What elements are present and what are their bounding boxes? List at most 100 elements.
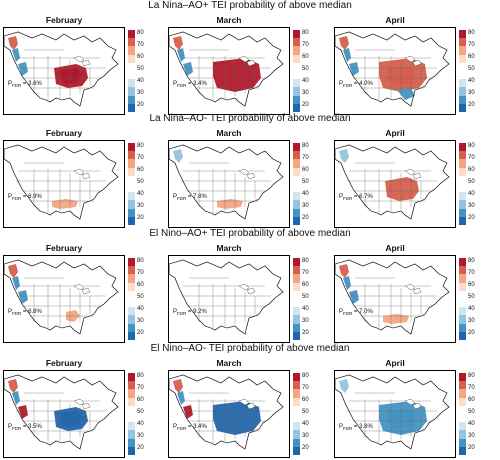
map: PFDR = 6.8% xyxy=(3,255,125,343)
pfdr-label: PFDR = 4.0% xyxy=(339,81,373,89)
colorbar-tick: 80 xyxy=(137,30,144,36)
colorbar-segment xyxy=(293,143,300,152)
map-panel-march: March PFDR = 3.4% 80 70 60 50 40 30 20 xyxy=(168,358,316,458)
colorbar-segment xyxy=(128,298,135,308)
colorbar-tick: 50 xyxy=(137,66,144,72)
map-panel-april: April PFDR = 4.0% 80 70 60 50 40 30 20 xyxy=(334,15,482,115)
pfdr-label: PFDR = 3.4% xyxy=(173,424,207,432)
anomaly-region xyxy=(383,314,409,324)
colorbar-segment xyxy=(293,30,300,39)
anomaly-region xyxy=(397,88,415,100)
colorbar-segment xyxy=(459,282,466,291)
colorbar-ticks: 80 70 60 50 40 30 20 xyxy=(137,370,151,458)
colorbar-segment xyxy=(128,87,135,96)
row-title: El Nino–AO+ TEI probability of above med… xyxy=(149,228,351,239)
colorbar-tick: 60 xyxy=(302,282,309,288)
colorbar-tick: 30 xyxy=(302,318,309,324)
anomaly-region xyxy=(349,290,359,304)
map: PFDR = 4.0% xyxy=(334,27,456,115)
map-panel-april: April PFDR = 6.7% 80 70 60 50 40 30 20 xyxy=(334,128,482,228)
anomaly-region xyxy=(8,36,18,50)
colorbar xyxy=(128,258,135,340)
colorbar-tick: 60 xyxy=(468,167,475,173)
colorbar-tick: 30 xyxy=(468,433,475,439)
colorbar-segment xyxy=(128,62,135,71)
colorbar xyxy=(459,373,466,455)
colorbar-tick: 80 xyxy=(137,258,144,264)
colorbar-segment xyxy=(459,183,466,193)
colorbar-segment xyxy=(459,413,466,423)
colorbar-ticks: 80 70 60 50 40 30 20 xyxy=(468,140,482,228)
panel-title: February xyxy=(45,128,83,138)
colorbar-segment xyxy=(459,70,466,80)
colorbar-tick: 70 xyxy=(468,270,475,276)
colorbar-ticks: 80 70 60 50 40 30 20 xyxy=(137,255,151,343)
colorbar-tick: 80 xyxy=(302,258,309,264)
pfdr-label: PFDR = 3.8% xyxy=(339,424,373,432)
colorbar-segment xyxy=(293,38,300,47)
colorbar-tick: 40 xyxy=(302,306,309,312)
colorbar-segment xyxy=(128,438,135,447)
panel-title: March xyxy=(216,15,242,25)
colorbar-segment xyxy=(128,258,135,267)
colorbar-segment xyxy=(459,167,466,176)
colorbar-ticks: 80 70 60 50 40 30 20 xyxy=(302,255,316,343)
colorbar-segment xyxy=(293,192,300,201)
colorbar-tick: 80 xyxy=(302,373,309,379)
panel-title: April xyxy=(385,15,405,25)
map: PFDR = 9.2% xyxy=(168,255,290,343)
colorbar-tick: 50 xyxy=(468,409,475,415)
colorbar-segment xyxy=(128,446,135,455)
anomaly-region xyxy=(8,379,18,393)
colorbar-segment xyxy=(293,381,300,390)
colorbar-segment xyxy=(128,143,135,152)
anomaly-region xyxy=(12,48,20,62)
colorbar-segment xyxy=(293,167,300,176)
colorbar-segment xyxy=(459,405,466,414)
colorbar-segment xyxy=(293,397,300,406)
anomaly-region xyxy=(349,62,359,76)
pfdr-label: PFDR = 7.8% xyxy=(173,194,207,202)
colorbar-tick: 40 xyxy=(302,421,309,427)
pfdr-label: PFDR = 6.7% xyxy=(339,194,373,202)
colorbar-tick: 30 xyxy=(302,433,309,439)
colorbar-tick: 40 xyxy=(137,191,144,197)
colorbar-segment xyxy=(128,315,135,324)
colorbar-segment xyxy=(459,159,466,168)
colorbar-segment xyxy=(293,216,300,225)
colorbar-tick: 20 xyxy=(468,215,475,221)
colorbar-segment xyxy=(293,389,300,398)
colorbar-tick: 60 xyxy=(137,167,144,173)
colorbar-tick: 70 xyxy=(468,385,475,391)
colorbar-segment xyxy=(128,373,135,382)
map-panel-march: March PFDR = 9.2% 80 70 60 50 40 30 20 xyxy=(168,243,316,343)
colorbar-ticks: 80 70 60 50 40 30 20 xyxy=(137,27,151,115)
colorbar-tick: 60 xyxy=(468,282,475,288)
colorbar-tick: 70 xyxy=(302,155,309,161)
anomaly-region xyxy=(18,405,28,419)
panel-title: February xyxy=(45,358,83,368)
colorbar-segment xyxy=(293,446,300,455)
colorbar-segment xyxy=(459,54,466,63)
panel-title: April xyxy=(385,243,405,253)
colorbar-segment xyxy=(459,103,466,112)
anomaly-region xyxy=(339,379,349,393)
colorbar-segment xyxy=(459,422,466,431)
colorbar-tick: 40 xyxy=(137,306,144,312)
colorbar xyxy=(293,258,300,340)
colorbar-segment xyxy=(293,62,300,71)
colorbar-tick: 70 xyxy=(137,155,144,161)
colorbar-segment xyxy=(459,438,466,447)
colorbar-segment xyxy=(459,315,466,324)
pfdr-label: PFDR = 3.4% xyxy=(173,81,207,89)
colorbar-segment xyxy=(293,282,300,291)
row-title: La Nina–AO- TEI probability of above med… xyxy=(149,113,351,124)
pfdr-label: PFDR = 6.8% xyxy=(8,309,42,317)
anomaly-region xyxy=(339,36,349,50)
colorbar-tick: 50 xyxy=(468,66,475,72)
colorbar-segment xyxy=(459,266,466,275)
colorbar-segment xyxy=(293,54,300,63)
anomaly-region xyxy=(18,290,28,304)
anomaly-region xyxy=(343,276,351,290)
colorbar-segment xyxy=(459,79,466,88)
